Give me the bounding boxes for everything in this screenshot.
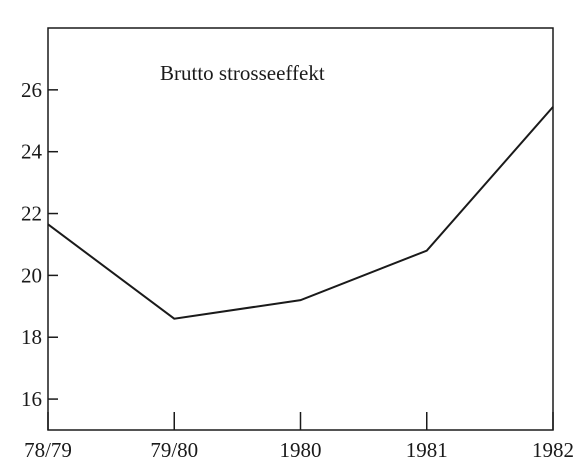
data-line — [47, 106, 554, 320]
y-tick-label: 18 — [21, 325, 42, 349]
y-tick-label: 16 — [21, 387, 42, 411]
y-tick-label: 22 — [21, 202, 42, 226]
annotation: Brutto strosseeffekt — [160, 61, 325, 85]
plot-frame — [47, 27, 554, 431]
x-tick-label: 79/80 — [150, 438, 198, 462]
y-tick-label: 20 — [21, 263, 42, 287]
x-tick-label: 1982 — [532, 438, 574, 462]
x-tick-label: 78/79 — [24, 438, 72, 462]
y-tick-label: 24 — [21, 140, 43, 164]
y-tick-label: 26 — [21, 78, 42, 102]
x-tick-label: 1981 — [406, 438, 448, 462]
x-tick-label: 1980 — [280, 438, 322, 462]
